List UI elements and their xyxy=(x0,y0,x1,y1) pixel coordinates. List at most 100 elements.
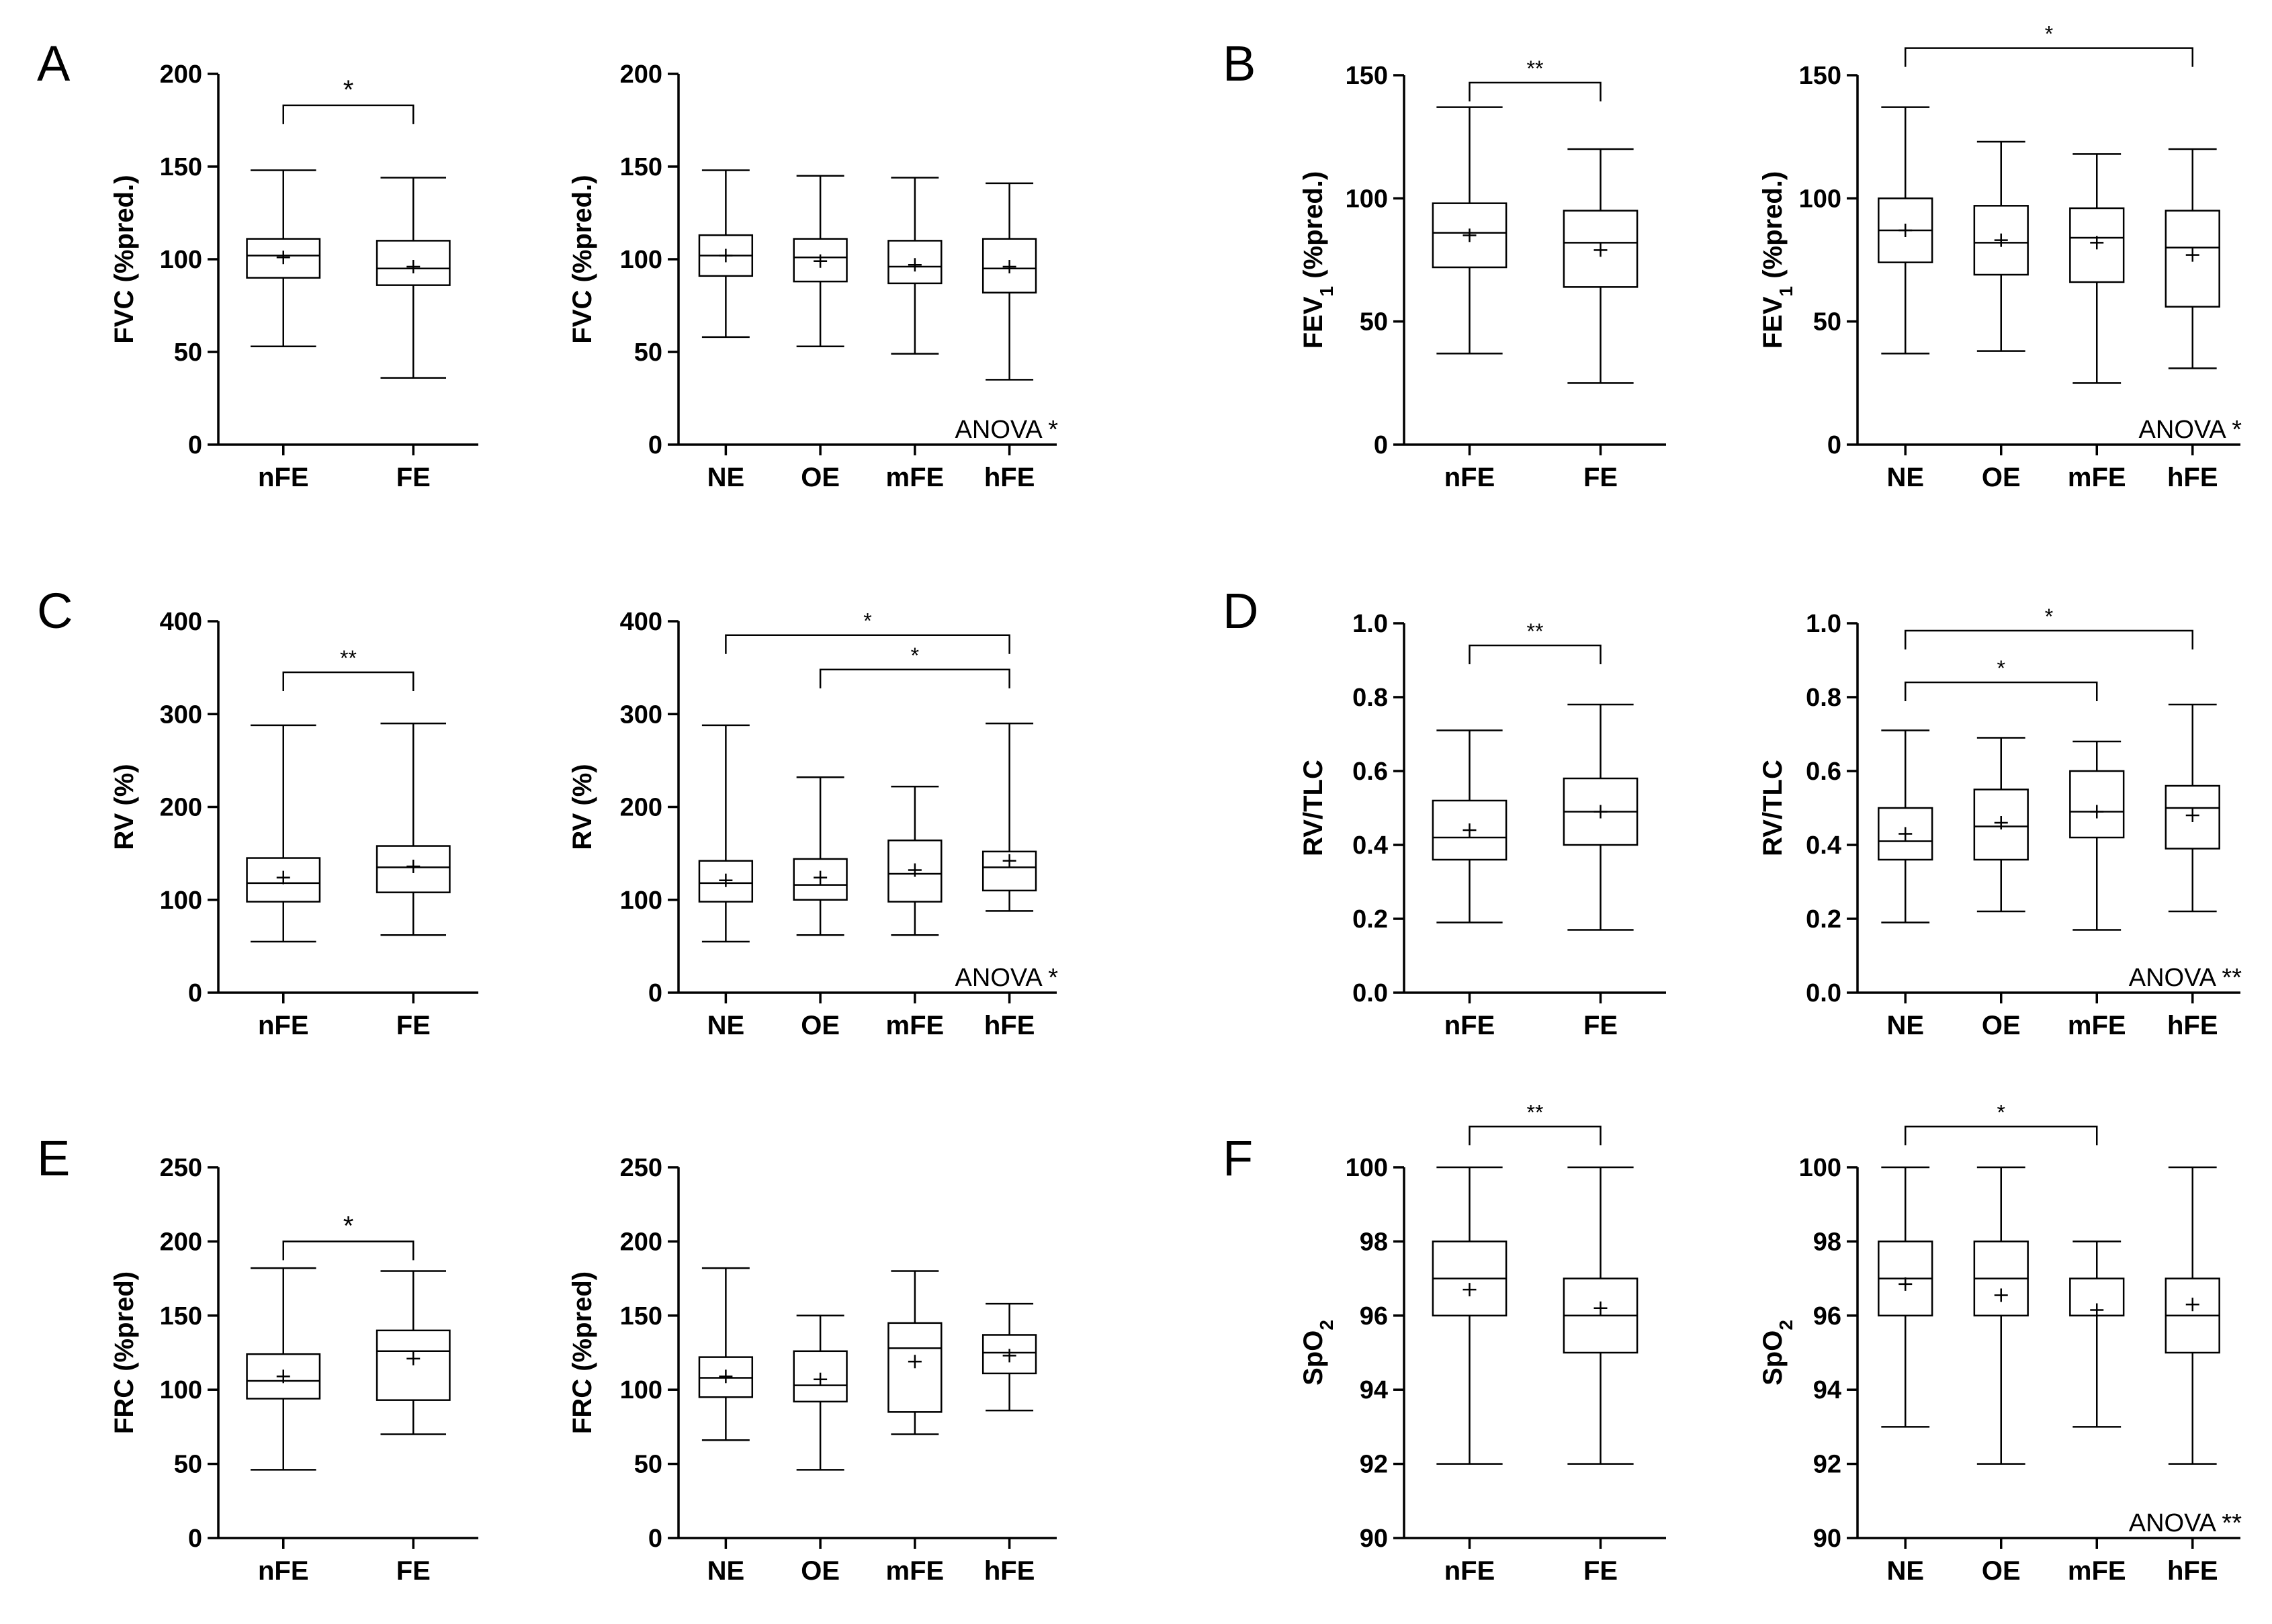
chart-b-four-group: 0 50 100 150 FEV1 (%pred.) NE OE mFE hFE * ANOVA * xyxy=(1758,22,2242,492)
box-hfe xyxy=(981,182,1037,381)
significance-label: ** xyxy=(340,646,357,670)
box-mfe xyxy=(887,1270,943,1435)
anova-annotation: ANOVA ** xyxy=(2129,1509,2242,1537)
y-tick-label: 94 xyxy=(1360,1376,1388,1404)
y-tick-label: 94 xyxy=(1813,1376,1841,1404)
y-axis-title: FEV1 (%pred.) xyxy=(1299,171,1337,349)
box-fe xyxy=(1563,148,1639,384)
mean-marker xyxy=(2185,248,2199,262)
mean-marker xyxy=(814,254,828,268)
y-tick-label: 100 xyxy=(620,887,662,915)
y-tick-label: 200 xyxy=(620,60,662,89)
y-axis-title: RV/TLC xyxy=(1299,760,1328,856)
box-mfe xyxy=(2069,153,2125,384)
box-nfe xyxy=(246,169,321,347)
significance-bracket: * xyxy=(819,643,1010,688)
chart-c-four-group: 0 100 200 300 400 RV (%) NE OE mFE hFE * * ANOVA * xyxy=(568,608,1058,1040)
panel-letter-d: D xyxy=(1223,583,1258,639)
mean-marker xyxy=(719,873,733,887)
y-tick-label: 0.6 xyxy=(1806,758,1841,786)
significance-label: * xyxy=(343,1211,354,1240)
box-mfe xyxy=(2069,740,2125,931)
y-tick-label: 0 xyxy=(648,1525,662,1553)
chart-e-two-group: 0 50 100 150 200 250 FRC (%pred) nFE FE * xyxy=(110,1154,478,1586)
x-tick-label-fe: FE xyxy=(396,463,431,492)
y-tick-label: 200 xyxy=(620,1228,662,1256)
mean-marker xyxy=(406,1351,421,1365)
x-tick-label-ne: NE xyxy=(1886,1556,1924,1586)
x-tick-label-hfe: hFE xyxy=(984,1556,1035,1586)
anova-annotation: ANOVA * xyxy=(2139,416,2242,444)
x-tick-label-nfe: nFE xyxy=(258,1556,309,1586)
x-tick-label-ne: NE xyxy=(1886,1011,1924,1040)
box-mfe xyxy=(887,177,943,355)
x-tick-label-hfe: hFE xyxy=(984,1011,1035,1040)
y-tick-label: 200 xyxy=(160,1228,202,1256)
y-tick-label: 0 xyxy=(1374,431,1388,459)
y-tick-label: 0 xyxy=(648,979,662,1007)
y-tick-label: 0 xyxy=(188,431,202,459)
panel-letter-e: E xyxy=(37,1130,70,1186)
x-tick-label-hfe: hFE xyxy=(984,463,1035,492)
x-tick-label-oe: OE xyxy=(1982,1011,2021,1040)
y-axis-title: RV/TLC xyxy=(1758,760,1788,856)
mean-marker xyxy=(2090,1303,2104,1317)
y-tick-label: 0.8 xyxy=(1352,684,1388,712)
y-tick-label: 150 xyxy=(160,1302,202,1330)
box-nfe xyxy=(1432,106,1508,355)
y-tick-label: 0.4 xyxy=(1806,831,1841,860)
x-tick-label-ne: NE xyxy=(707,463,745,492)
mean-marker xyxy=(1898,1277,1913,1291)
x-tick-label-mfe: mFE xyxy=(886,1011,945,1040)
y-tick-label: 0 xyxy=(188,1525,202,1553)
y-tick-label: 50 xyxy=(634,1451,662,1479)
significance-label: ** xyxy=(1527,619,1544,643)
box-ne xyxy=(1878,729,1933,923)
y-tick-label: 150 xyxy=(620,153,662,181)
y-tick-label: 0.0 xyxy=(1806,979,1841,1007)
x-tick-label-oe: OE xyxy=(801,1011,840,1040)
mean-marker xyxy=(814,870,828,885)
y-tick-label: 0.6 xyxy=(1352,758,1388,786)
y-tick-label: 92 xyxy=(1360,1451,1388,1479)
y-tick-label: 400 xyxy=(160,608,202,636)
significance-bracket: ** xyxy=(1469,619,1602,664)
box-ne xyxy=(698,169,754,339)
x-tick-label-nfe: nFE xyxy=(1444,463,1495,492)
x-tick-label-mfe: mFE xyxy=(2068,1556,2126,1586)
y-tick-label: 400 xyxy=(620,608,662,636)
mean-marker xyxy=(719,249,733,263)
mean-marker xyxy=(276,870,290,885)
y-tick-label: 100 xyxy=(1799,1154,1841,1182)
x-tick-label-hfe: hFE xyxy=(2167,1556,2218,1586)
panel-letter-c: C xyxy=(37,583,73,639)
x-tick-label-ne: NE xyxy=(1886,463,1924,492)
x-tick-label-oe: OE xyxy=(1982,1556,2021,1586)
y-tick-label: 100 xyxy=(160,246,202,274)
significance-label: ** xyxy=(1527,56,1544,81)
mean-marker xyxy=(1994,1288,2008,1302)
mean-marker xyxy=(2185,809,2199,822)
panel-letter-b: B xyxy=(1223,36,1256,91)
y-tick-label: 1.0 xyxy=(1352,610,1388,638)
y-tick-label: 100 xyxy=(1346,1154,1388,1182)
y-tick-label: 100 xyxy=(160,1376,202,1404)
mean-marker xyxy=(1593,243,1608,257)
x-tick-label-fe: FE xyxy=(1583,1011,1618,1040)
y-tick-label: 100 xyxy=(620,1376,662,1404)
y-tick-label: 0.2 xyxy=(1352,905,1388,934)
y-axis-title: FRC (%pred) xyxy=(568,1271,597,1434)
significance-label: * xyxy=(1997,656,2005,680)
x-tick-label-oe: OE xyxy=(801,463,840,492)
x-tick-label-mfe: mFE xyxy=(2068,1011,2126,1040)
y-tick-label: 50 xyxy=(174,339,202,367)
y-tick-label: 100 xyxy=(620,246,662,274)
y-tick-label: 92 xyxy=(1813,1451,1841,1479)
y-tick-label: 90 xyxy=(1360,1525,1388,1553)
significance-bracket: * xyxy=(725,609,1010,654)
significance-bracket: * xyxy=(282,1211,414,1261)
x-tick-label-nfe: nFE xyxy=(1444,1556,1495,1586)
mean-marker xyxy=(719,1369,733,1384)
mean-marker xyxy=(1462,823,1477,837)
y-axis-title: FRC (%pred) xyxy=(110,1271,139,1434)
